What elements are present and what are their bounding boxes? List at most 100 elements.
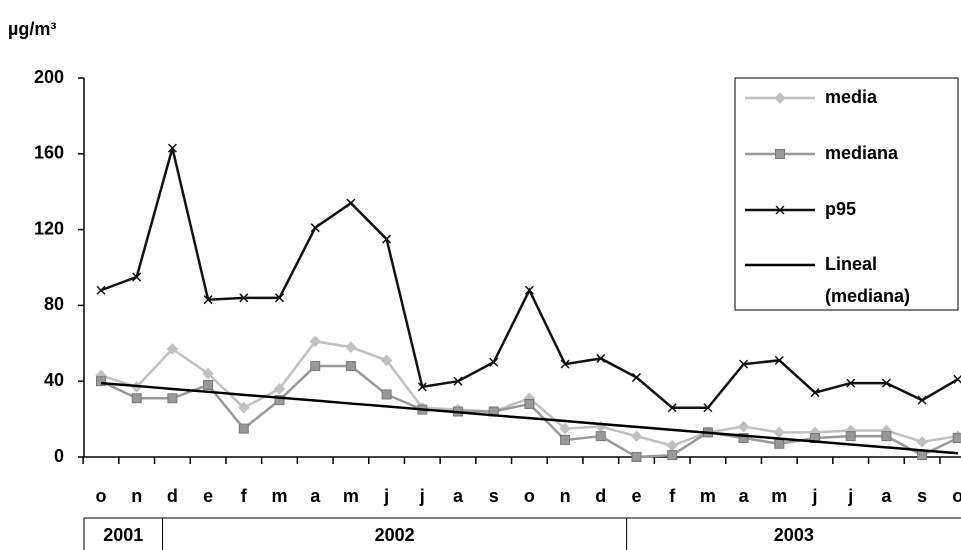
x-tick-label: a bbox=[310, 486, 321, 506]
marker bbox=[238, 402, 250, 414]
x-tick-label: s bbox=[917, 486, 927, 506]
marker bbox=[881, 378, 891, 388]
marker bbox=[917, 450, 928, 461]
x-tick-label: e bbox=[631, 486, 641, 506]
marker bbox=[739, 359, 749, 369]
x-tick-label: j bbox=[811, 486, 817, 506]
marker bbox=[167, 393, 178, 404]
marker bbox=[345, 361, 356, 372]
x-tick-label: j bbox=[383, 486, 389, 506]
x-tick-label: a bbox=[881, 486, 892, 506]
marker bbox=[202, 367, 214, 380]
marker bbox=[774, 438, 785, 449]
marker bbox=[453, 376, 463, 386]
legend-label: p95 bbox=[825, 199, 856, 219]
x-tick-label: s bbox=[489, 486, 499, 506]
marker bbox=[96, 376, 106, 387]
marker bbox=[559, 422, 571, 435]
y-tick-label: 0 bbox=[54, 446, 64, 466]
x-tick-label: m bbox=[343, 486, 359, 506]
x-tick-label: a bbox=[739, 486, 750, 506]
marker bbox=[524, 398, 535, 409]
marker bbox=[274, 395, 285, 406]
legend-marker bbox=[774, 92, 786, 104]
y-tick-label: 200 bbox=[34, 67, 64, 87]
legend-label: Lineal (mediana) bbox=[825, 254, 910, 306]
marker bbox=[560, 434, 571, 445]
x-tick-label: d bbox=[595, 486, 606, 506]
marker bbox=[810, 388, 820, 398]
marker bbox=[345, 341, 357, 353]
marker bbox=[774, 355, 784, 365]
marker bbox=[310, 361, 321, 372]
legend-box bbox=[734, 77, 959, 311]
marker bbox=[310, 223, 320, 233]
marker bbox=[382, 234, 392, 244]
x-tick-label: n bbox=[131, 486, 142, 506]
marker bbox=[631, 452, 642, 462]
x-tick-label: f bbox=[241, 486, 248, 506]
marker bbox=[203, 379, 214, 390]
marker bbox=[346, 198, 356, 208]
year-label: 2001 bbox=[103, 525, 143, 545]
marker bbox=[845, 431, 856, 442]
marker bbox=[239, 293, 249, 303]
legend-label: media bbox=[825, 87, 878, 107]
marker bbox=[703, 403, 713, 413]
marker bbox=[737, 420, 750, 433]
marker bbox=[274, 293, 285, 303]
marker bbox=[417, 382, 427, 392]
marker bbox=[916, 436, 928, 448]
marker bbox=[953, 374, 961, 384]
x-tick-label: m bbox=[700, 486, 716, 506]
marker bbox=[773, 426, 786, 439]
marker bbox=[238, 423, 249, 434]
year-label: 2002 bbox=[375, 525, 415, 545]
marker bbox=[273, 383, 286, 395]
x-tick-label: n bbox=[560, 486, 571, 506]
marker bbox=[132, 272, 142, 282]
y-axis-unit: µg/m³ bbox=[8, 19, 56, 39]
marker bbox=[881, 431, 892, 442]
legend-marker bbox=[775, 205, 785, 215]
x-tick-label: m bbox=[771, 486, 787, 506]
marker bbox=[380, 354, 393, 367]
marker bbox=[381, 389, 392, 400]
year-label: 2003 bbox=[774, 525, 814, 545]
x-tick-label: d bbox=[167, 486, 178, 506]
x-tick-label: j bbox=[419, 486, 425, 506]
marker bbox=[524, 285, 534, 295]
marker bbox=[167, 143, 177, 153]
x-tick-label: e bbox=[203, 486, 213, 506]
marker bbox=[667, 450, 678, 461]
marker bbox=[596, 353, 606, 363]
x-tick-label: o bbox=[96, 486, 107, 506]
x-tick-label: f bbox=[669, 486, 676, 506]
marker bbox=[952, 433, 961, 444]
marker bbox=[846, 378, 856, 388]
marker bbox=[631, 372, 642, 382]
marker bbox=[166, 343, 179, 355]
x-tick-label: m bbox=[271, 486, 287, 506]
legend-marker bbox=[775, 149, 785, 159]
marker bbox=[203, 295, 213, 305]
marker bbox=[595, 431, 606, 442]
marker bbox=[738, 433, 749, 444]
marker bbox=[489, 357, 499, 367]
marker bbox=[666, 439, 678, 452]
marker bbox=[309, 335, 321, 348]
marker bbox=[131, 393, 142, 404]
x-tick-label: o bbox=[952, 486, 961, 506]
marker bbox=[560, 359, 570, 369]
x-tick-label: a bbox=[453, 486, 464, 506]
x-tick-label: j bbox=[847, 486, 853, 506]
y-tick-label: 80 bbox=[44, 294, 64, 314]
marker bbox=[667, 403, 677, 413]
marker bbox=[630, 430, 643, 442]
series-line bbox=[100, 381, 958, 455]
y-tick-label: 160 bbox=[34, 143, 64, 163]
marker bbox=[96, 285, 106, 295]
y-tick-label: 120 bbox=[34, 218, 64, 238]
marker bbox=[917, 395, 927, 405]
